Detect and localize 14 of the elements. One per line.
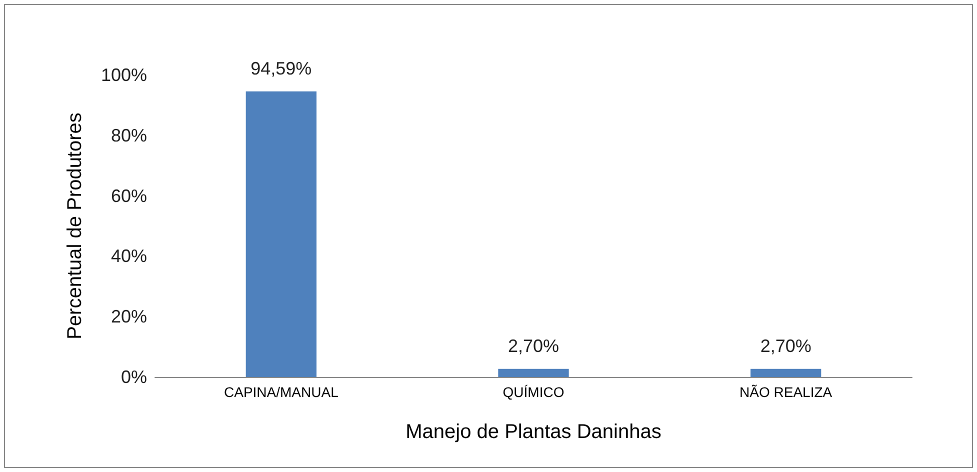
y-tick-label: 20% [110, 306, 147, 327]
data-label: 2,70% [760, 336, 812, 356]
y-axis-title: Percentual de Produtores [64, 112, 86, 340]
data-label: 2,70% [508, 336, 560, 356]
x-tick-label: NÃO REALIZA [740, 384, 833, 400]
x-tick-label: QUÍMICO [502, 384, 564, 400]
y-tick-label: 0% [120, 367, 147, 387]
y-tick-label: 80% [110, 125, 147, 146]
x-axis-title: Manejo de Plantas Daninhas [406, 421, 662, 443]
y-tick-label: 60% [110, 186, 147, 206]
x-tick-label: CAPINA/MANUAL [224, 384, 339, 400]
y-tick-label: 40% [110, 246, 147, 266]
y-tick-label: 100% [100, 65, 147, 85]
data-label: 94,59% [250, 58, 312, 78]
